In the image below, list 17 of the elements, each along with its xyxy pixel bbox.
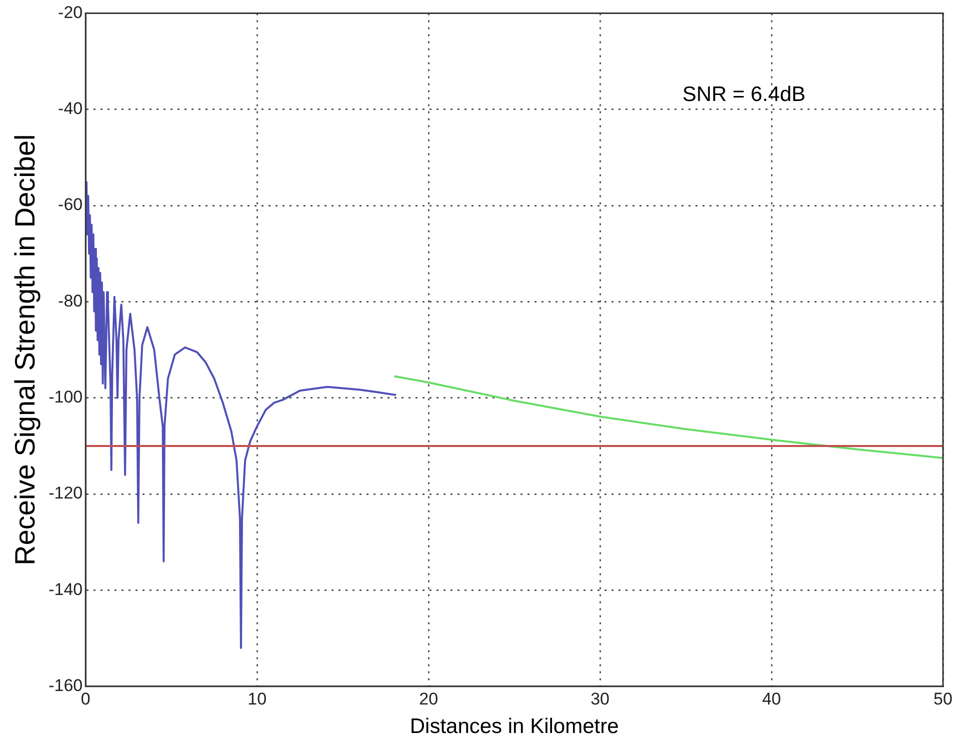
y-tick-label: -100 [48,388,83,407]
x-tick-label: 30 [590,689,610,708]
y-tick-label: -160 [48,676,83,696]
annotation: SNR = 6.4dB [682,82,806,106]
x-tick-label: 40 [762,689,781,708]
x-tick-label: 0 [80,689,90,708]
x-tick-label: 20 [419,689,438,708]
y-tick-label: -40 [58,99,83,118]
y-tick-label: -140 [48,580,83,599]
y-tick-label: -60 [58,195,83,214]
x-axis-title: Distances in Kilometre [410,715,619,738]
y-tick-label: -20 [58,2,83,22]
x-tick-label: 50 [934,689,952,708]
y-axis-title: Receive Signal Strength in Decibel [10,134,41,566]
y-tick-label: -80 [58,291,83,310]
x-tick-label: 10 [248,689,267,708]
y-tick-label: -120 [48,484,83,503]
